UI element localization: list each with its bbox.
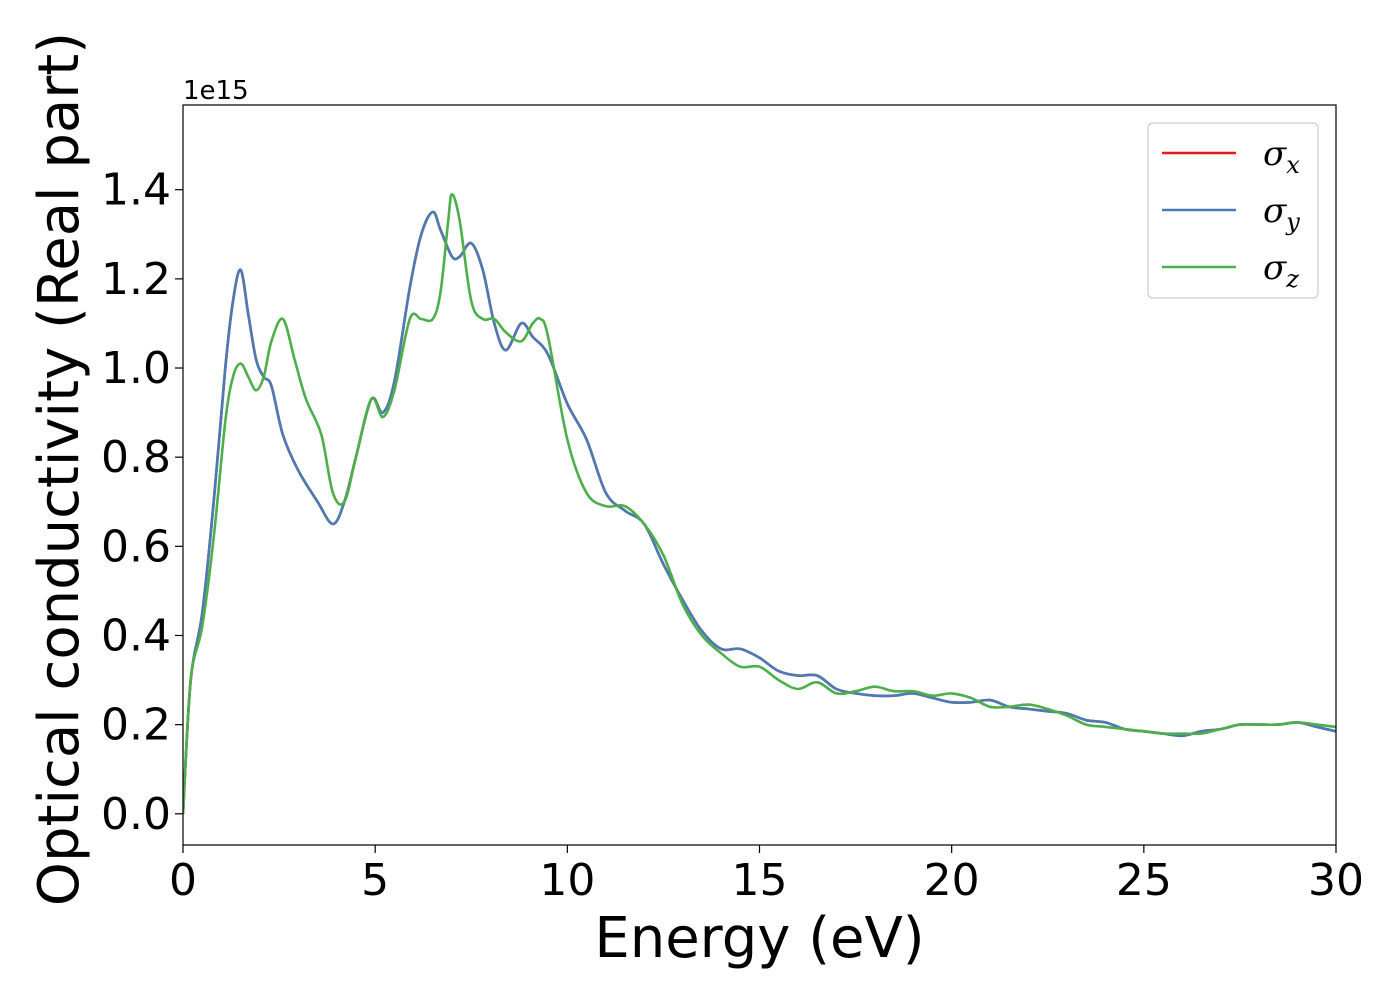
legend-label-y: σy [1263,191,1300,236]
legend-subscript: z [1285,265,1299,293]
y-tick-label: 0.2 [101,700,171,751]
x-axis: 0 5 10 15 20 25 30 [169,845,1364,906]
x-tick-label: 20 [924,855,980,906]
x-axis-title: Energy (eV) [594,906,924,971]
x-tick-label: 0 [169,855,197,906]
y-tick-label: 0.4 [101,610,171,661]
y-axis: 0.0 0.2 0.4 0.6 0.8 1.0 1.2 1.4 [101,165,183,840]
series-line-x [183,210,1336,814]
series-line-z [183,192,1336,814]
x-tick-label: 25 [1116,855,1172,906]
y-tick-label: 0.6 [101,521,171,572]
legend-label-z: σz [1263,248,1299,293]
y-axis-title: Optical conductivity (Real part) [27,32,92,906]
legend-symbol: σ [1263,248,1287,288]
legend-subscript: x [1286,151,1300,179]
legend-label-x: σx [1263,134,1300,179]
legend-symbol: σ [1263,134,1287,174]
x-tick-label: 5 [361,855,389,906]
series-layer [183,192,1336,814]
legend-symbol: σ [1263,191,1287,231]
y-tick-label: 1.0 [101,343,171,394]
y-offset-text: 1e15 [183,76,249,106]
series-line-y [183,210,1336,814]
x-tick-label: 15 [732,855,788,906]
y-tick-label: 1.2 [101,254,171,305]
legend-subscript: y [1285,208,1300,236]
y-tick-label: 1.4 [101,165,171,216]
x-tick-label: 10 [539,855,595,906]
y-tick-label: 0.0 [101,789,171,840]
x-tick-label: 30 [1308,855,1364,906]
y-tick-label: 0.8 [101,432,171,483]
